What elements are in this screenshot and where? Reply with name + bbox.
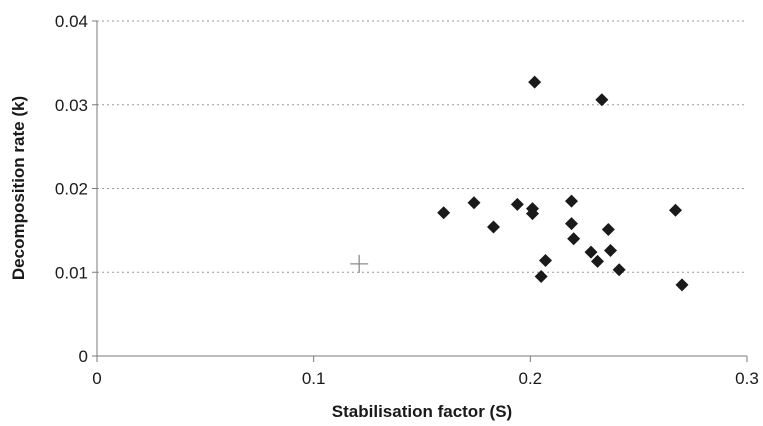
y-tick-label-2: 0.02 (55, 180, 88, 199)
data-point-diamond-5 (526, 207, 539, 221)
data-point-diamond-15 (601, 223, 615, 237)
data-point-diamond-1 (467, 196, 481, 210)
data-points (350, 75, 689, 292)
data-point-diamond-8 (539, 254, 552, 268)
x-tick-label-1: 0.1 (302, 369, 326, 388)
x-tick-label-3: 0.3 (735, 369, 759, 388)
y-tick-label-1: 0.01 (55, 263, 88, 282)
data-point-diamond-0 (437, 206, 451, 220)
data-point-diamond-14 (595, 93, 609, 107)
data-point-plus-0 (350, 254, 369, 273)
axes (92, 20, 748, 362)
data-point-diamond-18 (669, 203, 682, 217)
y-tick-label-4: 0.04 (55, 12, 88, 31)
data-point-diamond-6 (528, 75, 542, 89)
gridlines (97, 20, 747, 273)
data-point-diamond-7 (534, 269, 548, 283)
y-tick-label-0: 0 (79, 347, 88, 366)
data-point-diamond-10 (565, 217, 578, 231)
x-tick-label-2: 0.2 (519, 369, 543, 388)
x-axis-title: Stabilisation factor (S) (332, 402, 512, 421)
tick-labels: 0 0.01 0.02 0.03 0.04 0 0.1 0.2 0.3 (55, 12, 759, 388)
data-point-diamond-19 (675, 278, 689, 292)
data-point-diamond-13 (591, 254, 604, 268)
data-point-diamond-17 (612, 263, 626, 277)
data-point-diamond-16 (604, 243, 617, 257)
data-point-diamond-2 (487, 220, 500, 234)
data-point-diamond-3 (510, 197, 524, 211)
y-axis-title: Decomposition rate (k) (9, 96, 28, 280)
data-point-diamond-9 (565, 194, 578, 208)
data-point-diamond-11 (567, 232, 581, 246)
x-tick-label-0: 0 (92, 369, 101, 388)
data-point-diamond-12 (584, 245, 598, 259)
y-tick-label-3: 0.03 (55, 96, 88, 115)
